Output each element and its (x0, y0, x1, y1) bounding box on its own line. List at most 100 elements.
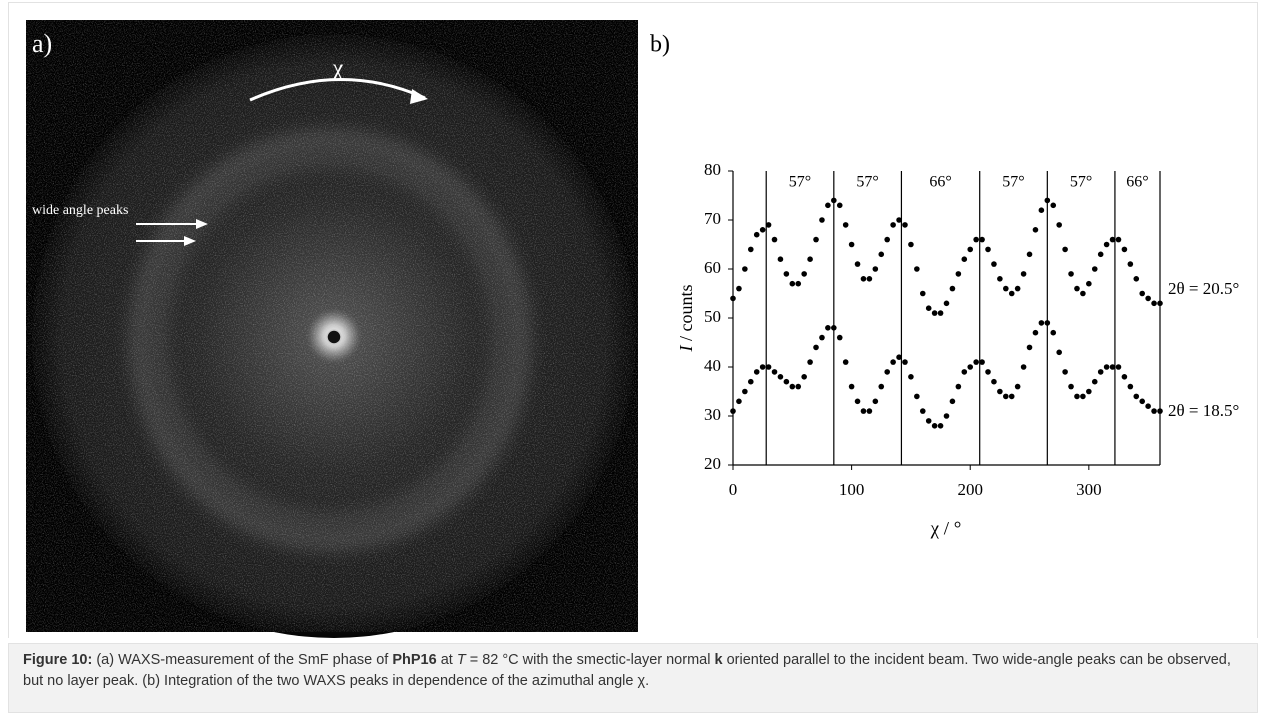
data-point (991, 261, 997, 267)
data-point (1020, 364, 1027, 370)
data-point (973, 236, 979, 243)
data-point (1109, 364, 1116, 370)
y-axis-symbol: I (676, 345, 696, 353)
data-point (730, 295, 736, 302)
data-point (1103, 241, 1110, 248)
y-tick-label: 50 (704, 307, 721, 326)
data-point (854, 398, 861, 405)
data-point (777, 374, 784, 380)
data-point (765, 364, 772, 370)
data-point (1074, 393, 1080, 400)
x-axis-label: χ / ° (930, 518, 962, 539)
data-point (949, 285, 956, 292)
data-point (1157, 408, 1163, 414)
data-point (1003, 285, 1009, 292)
data-point (848, 241, 855, 248)
data-point (1097, 251, 1104, 258)
data-point (902, 359, 908, 365)
panel-label: b) (650, 32, 670, 58)
data-point (759, 227, 766, 233)
interval-label: 57° (1070, 174, 1092, 191)
data-point (1056, 222, 1062, 228)
y-tick-label: 30 (704, 405, 721, 424)
data-point (1127, 261, 1134, 267)
data-point (1003, 393, 1009, 400)
data-point (836, 334, 843, 341)
data-point (1062, 246, 1068, 253)
data-point (1133, 276, 1140, 282)
data-point (1145, 403, 1151, 410)
data-point (967, 364, 974, 370)
data-point (1145, 295, 1151, 302)
arrow-label: χ (332, 56, 344, 82)
data-point (1080, 393, 1086, 400)
data-point (831, 325, 837, 331)
data-point (730, 408, 736, 414)
data-point (997, 388, 1003, 395)
data-point (771, 236, 778, 243)
data-point (943, 300, 950, 307)
data-point (789, 280, 796, 287)
data-point (1038, 207, 1045, 213)
data-point (1014, 285, 1021, 292)
data-point (890, 222, 896, 228)
data-point (1014, 383, 1021, 390)
caption-text: T (456, 652, 466, 668)
data-point (1032, 329, 1039, 336)
data-point (801, 374, 807, 380)
data-point (736, 285, 742, 292)
data-point (908, 374, 914, 380)
caption-text: (a) WAXS-measurement of the SmF phase of (92, 652, 393, 668)
data-point (795, 280, 802, 287)
y-axis-unit: / counts (676, 285, 696, 346)
x-tick-label: 0 (729, 480, 738, 499)
data-point (801, 271, 807, 277)
data-point (1103, 364, 1110, 370)
data-point (914, 266, 920, 272)
data-point (1127, 383, 1134, 390)
data-point (1086, 388, 1092, 395)
data-point (747, 246, 754, 253)
chart: 20 30 40 50 60 70 80 0 100 200 300 57° 57° 66° 57° 57° 6… (704, 160, 1239, 499)
data-point (1038, 320, 1045, 326)
data-point (937, 310, 944, 316)
data-point (860, 408, 867, 414)
interval-label: 57° (1002, 174, 1024, 191)
data-point (866, 408, 873, 414)
data-point (919, 290, 926, 297)
data-point (765, 222, 772, 228)
data-point (1115, 236, 1122, 243)
data-point (860, 276, 867, 282)
data-point (1086, 280, 1092, 287)
data-point (1151, 300, 1157, 307)
data-point (967, 246, 974, 253)
data-point (1026, 344, 1033, 351)
data-point (943, 413, 950, 419)
data-point (1008, 393, 1015, 400)
interval-label: 66° (929, 174, 951, 191)
data-point (842, 222, 849, 228)
data-point (872, 266, 879, 272)
data-point (1115, 364, 1122, 370)
data-point (777, 256, 784, 263)
data-point (1109, 236, 1116, 243)
peaks-label: wide angle peaks (32, 203, 128, 218)
caption-text: k (714, 652, 723, 668)
data-point (1080, 290, 1086, 297)
data-point (1133, 393, 1140, 400)
data-point (896, 217, 902, 223)
data-point (747, 378, 754, 385)
data-point (1068, 271, 1074, 277)
data-point (1091, 266, 1098, 272)
data-point (866, 276, 873, 282)
y-axis-label: I / counts (676, 285, 696, 353)
data-point (1020, 271, 1027, 277)
data-point (979, 359, 985, 365)
data-point (795, 383, 802, 390)
data-point (937, 423, 944, 429)
data-point (825, 325, 831, 331)
data-point (1062, 369, 1068, 375)
series-label: 2θ = 18.5° (1168, 401, 1239, 420)
data-point (1068, 383, 1074, 390)
